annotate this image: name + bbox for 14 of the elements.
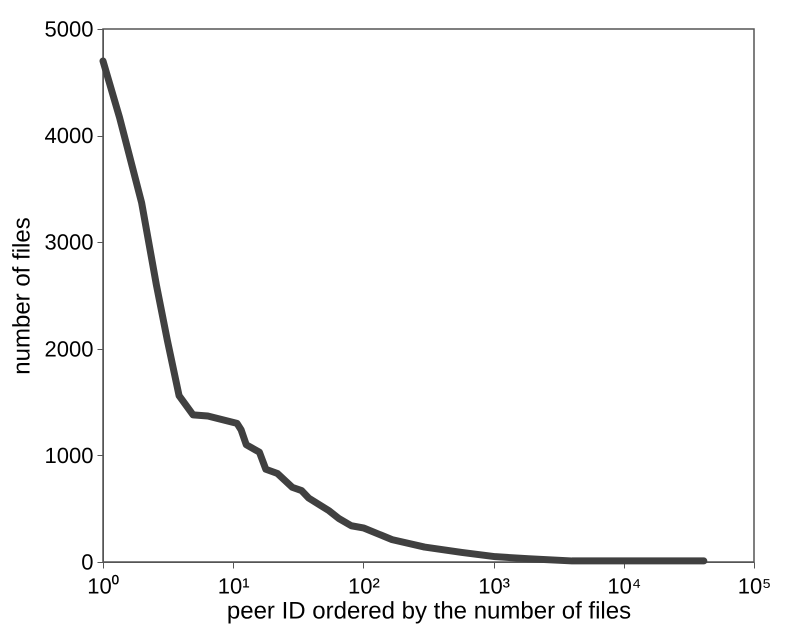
x-tick-label: 10¹: [218, 574, 250, 598]
y-tick-label: 3000: [44, 230, 94, 255]
x-axis-title: peer ID ordered by the number of files: [226, 598, 632, 624]
x-tick-label: 10³: [478, 574, 510, 598]
x-tick-label: 10⁵: [738, 574, 772, 598]
y-axis-title: number of files: [8, 217, 36, 375]
x-tick-label: 10⁰: [87, 574, 120, 598]
y-tick-label: 4000: [44, 123, 94, 148]
x-tick-label: 10²: [348, 574, 380, 598]
y-tick-label: 1000: [44, 442, 94, 468]
y-tick-label: 5000: [44, 16, 94, 42]
x-tick-label: 10⁴: [607, 574, 642, 598]
y-tick-label: 2000: [44, 336, 94, 362]
y-tick-label: 0: [81, 550, 94, 574]
